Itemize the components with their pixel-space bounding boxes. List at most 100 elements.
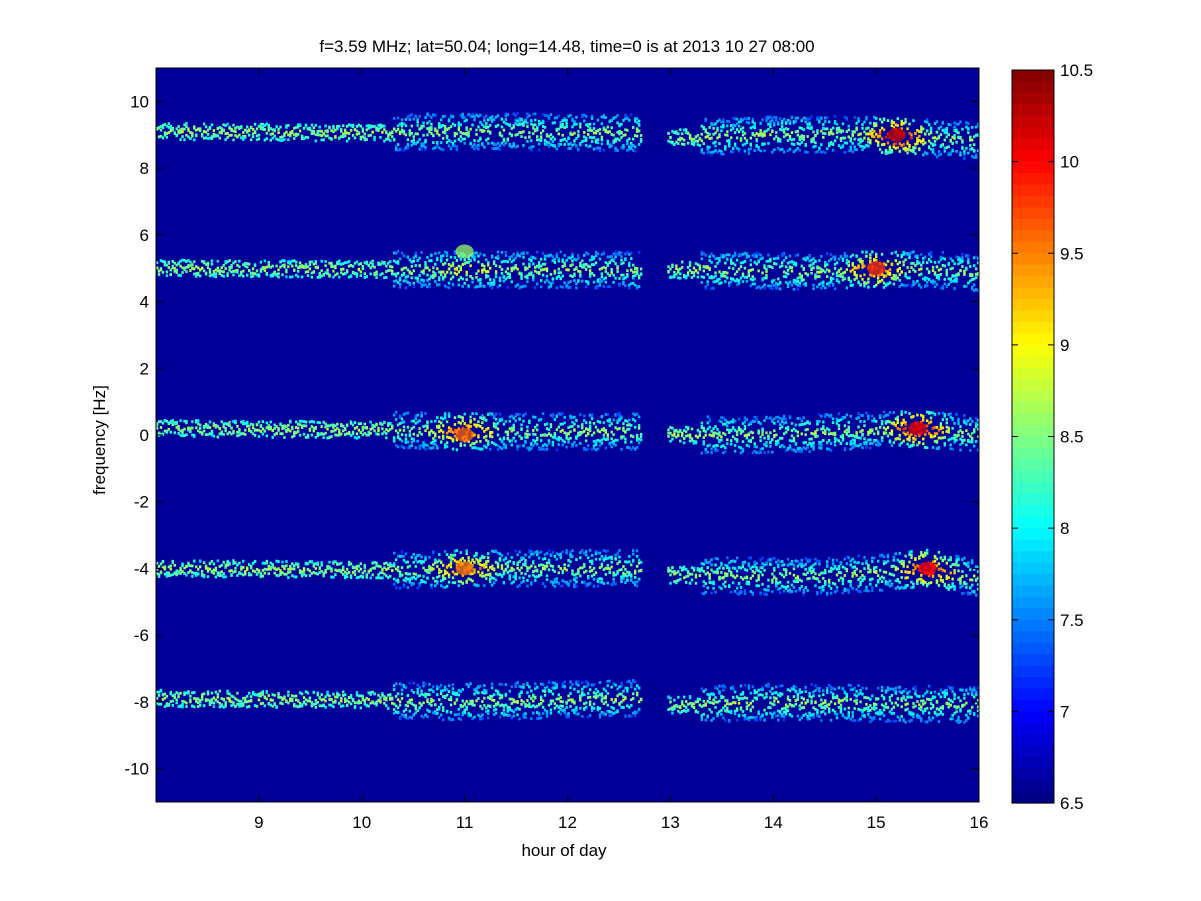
heatmap-cell bbox=[498, 131, 502, 135]
heatmap-cell bbox=[451, 275, 455, 279]
heatmap-cell bbox=[827, 142, 831, 145]
heatmap-cell bbox=[790, 266, 794, 270]
heatmap-cell bbox=[467, 284, 470, 288]
heatmap-cell bbox=[414, 132, 417, 136]
heatmap-cell bbox=[345, 432, 349, 436]
heatmap-cell bbox=[157, 135, 161, 139]
heatmap-cell bbox=[195, 134, 198, 138]
heatmap-cell bbox=[418, 256, 421, 260]
heatmap-cell bbox=[383, 261, 386, 264]
heatmap-cell bbox=[490, 281, 494, 285]
heatmap-cell bbox=[788, 439, 792, 442]
heatmap-cell bbox=[863, 284, 866, 288]
heatmap-cell bbox=[612, 440, 615, 443]
heatmap-cell bbox=[447, 144, 451, 148]
heatmap-cell bbox=[244, 433, 247, 436]
heatmap-cell bbox=[443, 250, 447, 254]
heatmap-cell bbox=[892, 125, 896, 129]
heatmap-cell bbox=[863, 264, 866, 268]
heatmap-cell bbox=[467, 113, 470, 116]
heatmap-cell bbox=[822, 439, 825, 442]
heatmap-cell bbox=[485, 273, 488, 277]
heatmap-cell bbox=[847, 427, 850, 431]
heatmap-cell bbox=[708, 443, 711, 447]
heatmap-cell bbox=[340, 129, 343, 133]
heatmap-cell bbox=[200, 132, 204, 136]
heatmap-cell bbox=[630, 251, 633, 255]
heatmap-cell bbox=[389, 260, 392, 263]
heatmap-cell bbox=[338, 275, 341, 279]
heatmap-cell bbox=[690, 437, 694, 441]
heatmap-cell bbox=[347, 432, 351, 435]
heatmap-cell bbox=[588, 424, 592, 428]
heatmap-cell bbox=[573, 428, 576, 432]
heatmap-cell bbox=[794, 429, 798, 433]
heatmap-cell bbox=[920, 253, 923, 256]
heatmap-cell bbox=[445, 435, 449, 439]
heatmap-cell bbox=[922, 127, 925, 131]
heatmap-cell bbox=[398, 278, 402, 282]
heatmap-cell bbox=[624, 128, 627, 132]
heatmap-cell bbox=[438, 278, 441, 282]
heatmap-cell bbox=[808, 254, 811, 258]
heatmap-cell bbox=[585, 262, 588, 266]
heatmap-cell bbox=[555, 147, 559, 151]
heatmap-cell bbox=[622, 429, 625, 432]
heatmap-cell bbox=[359, 274, 363, 277]
heatmap-cell bbox=[730, 150, 733, 154]
heatmap-cell bbox=[918, 261, 921, 265]
heatmap-cell bbox=[924, 284, 927, 288]
heatmap-cell bbox=[259, 127, 263, 130]
heatmap-cell bbox=[679, 267, 682, 271]
heatmap-cell bbox=[402, 429, 406, 432]
heatmap-cell bbox=[561, 412, 564, 416]
heatmap-cell bbox=[451, 438, 455, 442]
heatmap-cell bbox=[912, 148, 915, 152]
heatmap-cell bbox=[408, 446, 412, 449]
heatmap-cell bbox=[539, 446, 543, 450]
heatmap-cell bbox=[363, 261, 366, 265]
heatmap-cell bbox=[751, 419, 754, 423]
heatmap-cell bbox=[829, 142, 833, 146]
heatmap-cell bbox=[935, 155, 939, 159]
heatmap-cell bbox=[955, 277, 958, 281]
heatmap-cell bbox=[394, 279, 398, 283]
heatmap-cell bbox=[267, 265, 270, 268]
heatmap-cell bbox=[410, 419, 414, 423]
heatmap-cell bbox=[586, 282, 590, 286]
heatmap-cell bbox=[894, 123, 898, 127]
heatmap-cell bbox=[185, 265, 188, 269]
heatmap-cell bbox=[318, 129, 321, 133]
heatmap-cell bbox=[534, 439, 537, 443]
heatmap-cell bbox=[561, 259, 564, 263]
heatmap-cell bbox=[559, 271, 562, 275]
heatmap-cell bbox=[271, 272, 274, 276]
heatmap-cell bbox=[567, 286, 570, 290]
heatmap-cell bbox=[775, 135, 778, 138]
heatmap-cell bbox=[692, 271, 696, 275]
heatmap-cell bbox=[159, 426, 163, 429]
heatmap-cell bbox=[855, 128, 858, 131]
heatmap-cell bbox=[536, 250, 539, 254]
heatmap-cell bbox=[724, 146, 727, 150]
heatmap-cell bbox=[794, 279, 798, 283]
heatmap-cell bbox=[367, 134, 370, 137]
heatmap-cell bbox=[324, 124, 327, 128]
heatmap-cell bbox=[385, 428, 388, 431]
heatmap-cell bbox=[316, 265, 319, 269]
heatmap-cell bbox=[520, 436, 523, 440]
heatmap-cell bbox=[165, 274, 169, 278]
heatmap-cell bbox=[547, 280, 551, 284]
heatmap-cell bbox=[349, 274, 353, 278]
heatmap-cell bbox=[671, 433, 674, 437]
heatmap-cell bbox=[632, 125, 635, 129]
heatmap-cell bbox=[704, 119, 707, 123]
heatmap-cell bbox=[841, 417, 845, 420]
heatmap-cell bbox=[688, 261, 692, 264]
heatmap-cell bbox=[604, 413, 608, 416]
heatmap-cell bbox=[167, 260, 171, 264]
heatmap-cell bbox=[824, 132, 827, 136]
heatmap-cell bbox=[228, 424, 231, 427]
heatmap-cell bbox=[430, 259, 433, 262]
heatmap-cell bbox=[526, 267, 529, 270]
